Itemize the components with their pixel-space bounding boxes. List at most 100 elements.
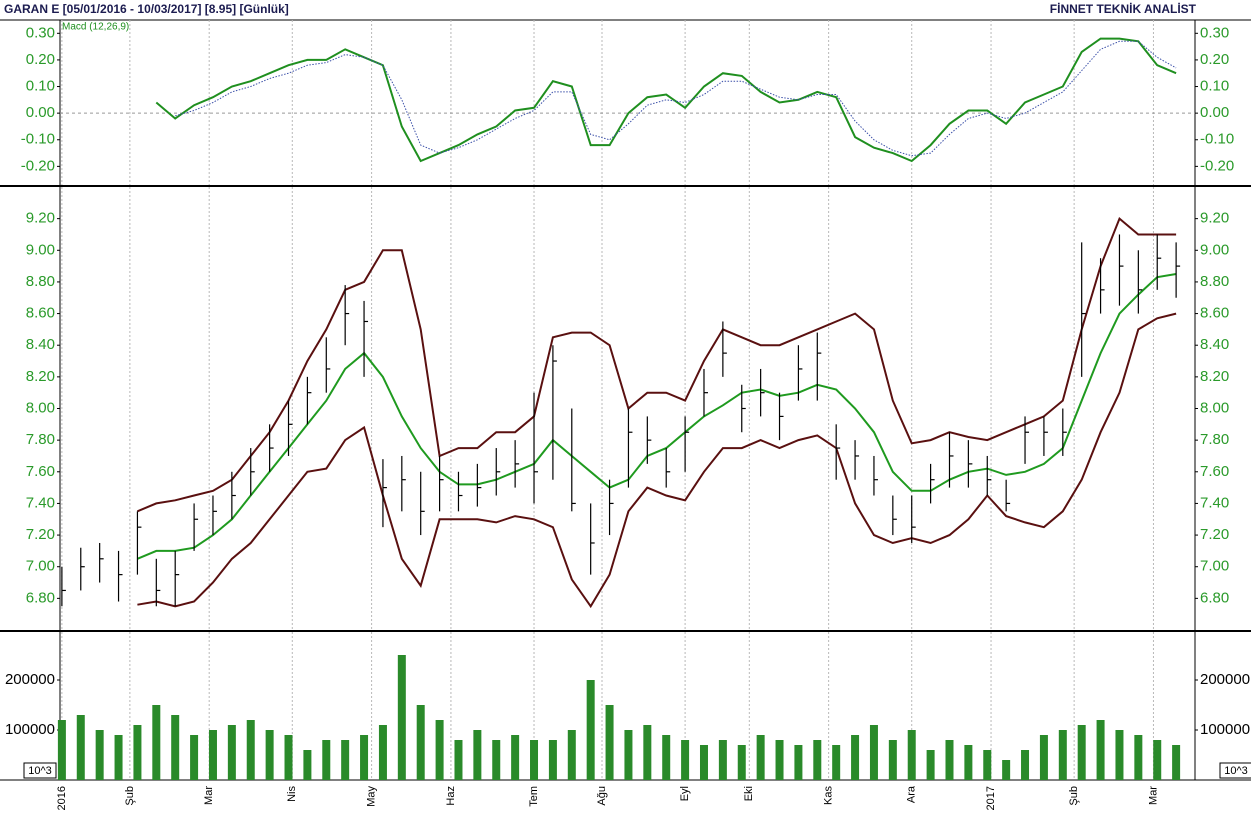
y-tick-label: 6.80: [1200, 589, 1229, 606]
volume-bar: [95, 730, 104, 780]
x-tick-label: Şub: [1068, 786, 1080, 806]
legend: Macd (12,26,9): [62, 22, 129, 33]
volume-bar: [681, 740, 690, 780]
volume-bar: [1096, 720, 1105, 780]
y-tick-label: 7.40: [1200, 494, 1229, 511]
y-tick-label: 7.00: [26, 558, 55, 575]
x-tick-label: Eki: [743, 786, 755, 801]
volume-bar: [756, 735, 765, 780]
volume-bar: [851, 735, 860, 780]
y-tick-label: 8.80: [26, 273, 55, 290]
y-tick-label: 9.20: [26, 210, 55, 227]
unit-box: [1219, 762, 1251, 779]
volume-bar: [511, 735, 520, 780]
y-tick-label: 0.30: [1200, 24, 1229, 41]
volume-bar: [737, 745, 746, 780]
volume-bar: [171, 715, 180, 780]
volume-bar: [1172, 745, 1181, 780]
volume-bar: [246, 720, 255, 780]
unit-label: 10^3: [28, 765, 52, 777]
volume-bar: [397, 655, 406, 780]
volume-bar: [1039, 735, 1048, 780]
volume-bar: [473, 730, 482, 780]
volume-bar: [624, 730, 633, 780]
y-tick-label: -0.20: [21, 157, 55, 174]
volume-bar: [586, 680, 595, 780]
volume-bar: [794, 745, 803, 780]
x-tick-label: Kas: [823, 786, 835, 805]
x-tick-label: May: [366, 786, 378, 807]
y-tick-label: 0.20: [26, 51, 55, 68]
volume-bar: [378, 725, 387, 780]
x-tick-label: 2016: [56, 786, 68, 810]
series-line: [137, 273, 1177, 560]
volume-bar: [530, 740, 539, 780]
x-tick-label: Mar: [203, 786, 215, 805]
y-tick-label: 7.00: [1200, 558, 1229, 575]
y-tick-label: 8.60: [26, 305, 55, 322]
y-tick-label: 8.00: [26, 399, 55, 416]
y-tick-label: 7.40: [26, 494, 55, 511]
volume-bar: [133, 725, 142, 780]
panel: 200000 200000 100000 100000 10^3 10^3 2016 Şub M…: [5, 632, 1251, 810]
x-tick-label: 2017: [985, 786, 997, 810]
x-tick-label: Ara: [906, 785, 918, 803]
y-tick-label: 8.40: [26, 336, 55, 353]
volume-bar: [1002, 760, 1011, 780]
y-tick-label: 8.60: [1200, 305, 1229, 322]
volume-bar: [1153, 740, 1162, 780]
volume-bar: [832, 745, 841, 780]
y-tick-label: 200000: [5, 671, 55, 688]
series-line: [137, 312, 1177, 609]
volume-bar: [114, 735, 123, 780]
y-tick-label: 8.20: [1200, 368, 1229, 385]
volume-bar: [548, 740, 557, 780]
unit-label: 10^3: [1224, 765, 1248, 777]
x-tick-label: Ağu: [596, 786, 608, 806]
volume-bar: [605, 705, 614, 780]
volume-bar: [699, 745, 708, 780]
y-tick-label: 7.60: [26, 463, 55, 480]
y-tick-label: 0.10: [1200, 78, 1229, 95]
y-tick-label: 100000: [1200, 721, 1250, 738]
volume-bar: [718, 740, 727, 780]
series-line: [137, 216, 1177, 513]
volume-bar: [303, 750, 312, 780]
volume-bar: [76, 715, 85, 780]
volume-bar: [265, 730, 274, 780]
volume-bar: [1134, 735, 1143, 780]
volume-bar: [1058, 730, 1067, 780]
volume-bar: [208, 730, 217, 780]
series-line: [175, 40, 1177, 157]
volume-bar: [813, 740, 822, 780]
volume-bar: [1077, 725, 1086, 780]
volume-bar: [775, 740, 784, 780]
y-tick-label: 8.80: [1200, 273, 1229, 290]
x-tick-label: Eyl: [679, 786, 691, 801]
y-tick-label: -0.10: [1200, 131, 1234, 148]
panel: 9.20 9.20 9.00 9.00 8.80 8.80 8.60 8.60 8.40 8.40…: [26, 187, 1229, 630]
y-tick-label: 200000: [1200, 671, 1250, 688]
volume-bar: [964, 745, 973, 780]
volume-bar: [435, 720, 444, 780]
y-tick-label: 0.30: [26, 24, 55, 41]
y-tick-label: 7.20: [26, 526, 55, 543]
volume-bar: [341, 740, 350, 780]
volume-bar: [662, 735, 671, 780]
volume-bar: [492, 740, 501, 780]
volume-bar: [945, 740, 954, 780]
y-tick-label: 8.20: [26, 368, 55, 385]
y-tick-label: 0.00: [1200, 104, 1229, 121]
y-tick-label: 9.00: [1200, 241, 1229, 258]
volume-bar: [360, 735, 369, 780]
volume-bar: [567, 730, 576, 780]
volume-bar: [284, 735, 293, 780]
volume-bar: [152, 705, 161, 780]
volume-bar: [416, 705, 425, 780]
volume-bar: [643, 725, 652, 780]
series-line: [155, 37, 1177, 163]
x-tick-label: Tem: [528, 786, 540, 807]
y-tick-label: 7.60: [1200, 463, 1229, 480]
volume-bar: [907, 730, 916, 780]
volume-bar: [57, 720, 66, 780]
